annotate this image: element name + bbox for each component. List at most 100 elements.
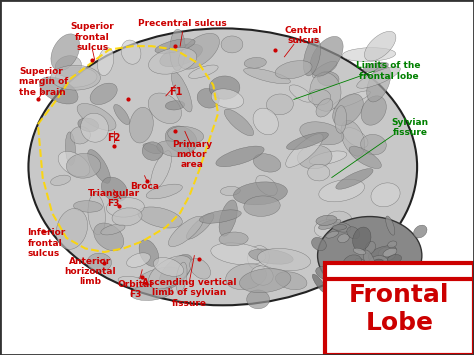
Ellipse shape xyxy=(142,142,163,160)
Ellipse shape xyxy=(51,34,80,71)
Ellipse shape xyxy=(138,207,182,228)
Ellipse shape xyxy=(333,222,351,232)
Ellipse shape xyxy=(51,65,100,90)
Text: Primary
motor
area: Primary motor area xyxy=(172,140,212,169)
Text: Limits of the
frontal lobe: Limits of the frontal lobe xyxy=(356,61,421,81)
Ellipse shape xyxy=(118,276,147,287)
Ellipse shape xyxy=(219,200,237,236)
Ellipse shape xyxy=(172,71,192,112)
Ellipse shape xyxy=(157,141,190,157)
Ellipse shape xyxy=(275,272,307,290)
Ellipse shape xyxy=(316,99,333,117)
Ellipse shape xyxy=(413,225,427,238)
Ellipse shape xyxy=(233,182,287,205)
Ellipse shape xyxy=(143,143,161,154)
Ellipse shape xyxy=(361,96,386,125)
Ellipse shape xyxy=(221,36,243,53)
Ellipse shape xyxy=(388,241,397,248)
Ellipse shape xyxy=(374,259,384,267)
Ellipse shape xyxy=(160,44,202,67)
Ellipse shape xyxy=(39,77,78,104)
Ellipse shape xyxy=(148,93,182,124)
Ellipse shape xyxy=(303,38,320,76)
Ellipse shape xyxy=(365,241,375,254)
Ellipse shape xyxy=(88,194,105,235)
Ellipse shape xyxy=(66,153,100,178)
Ellipse shape xyxy=(77,103,116,130)
Ellipse shape xyxy=(367,65,391,102)
Ellipse shape xyxy=(148,256,191,289)
Ellipse shape xyxy=(347,227,360,239)
Text: Triangular
F3: Triangular F3 xyxy=(88,189,140,208)
Ellipse shape xyxy=(387,255,401,263)
Ellipse shape xyxy=(88,149,110,183)
Ellipse shape xyxy=(316,215,337,225)
Ellipse shape xyxy=(209,76,240,99)
Ellipse shape xyxy=(353,227,371,251)
Ellipse shape xyxy=(168,216,203,247)
Ellipse shape xyxy=(101,177,128,202)
Ellipse shape xyxy=(224,109,254,136)
Ellipse shape xyxy=(28,28,417,305)
Text: Broca: Broca xyxy=(130,182,159,191)
Ellipse shape xyxy=(219,232,248,246)
Ellipse shape xyxy=(73,201,102,212)
Text: Sylvian
fissure: Sylvian fissure xyxy=(392,118,428,137)
Ellipse shape xyxy=(371,183,400,207)
Text: Orbital
F3: Orbital F3 xyxy=(118,280,153,299)
Ellipse shape xyxy=(179,33,219,69)
Ellipse shape xyxy=(148,48,197,74)
Ellipse shape xyxy=(56,208,88,250)
Ellipse shape xyxy=(364,250,376,273)
Ellipse shape xyxy=(253,154,281,172)
Ellipse shape xyxy=(211,89,244,109)
Ellipse shape xyxy=(314,220,340,237)
Text: Inferior
frontal
sulcus: Inferior frontal sulcus xyxy=(27,228,66,258)
Ellipse shape xyxy=(253,108,278,135)
Text: Superior
frontal
sulcus: Superior frontal sulcus xyxy=(71,22,114,52)
Ellipse shape xyxy=(226,263,266,290)
Ellipse shape xyxy=(378,247,396,261)
Ellipse shape xyxy=(343,255,362,271)
Ellipse shape xyxy=(65,132,75,165)
Ellipse shape xyxy=(139,240,159,266)
Ellipse shape xyxy=(189,65,218,78)
Ellipse shape xyxy=(383,248,397,257)
Ellipse shape xyxy=(248,246,269,269)
Ellipse shape xyxy=(342,48,396,61)
Ellipse shape xyxy=(316,266,340,281)
Ellipse shape xyxy=(361,135,386,155)
Ellipse shape xyxy=(343,128,368,148)
Ellipse shape xyxy=(286,134,323,167)
Ellipse shape xyxy=(371,276,382,297)
Ellipse shape xyxy=(129,107,153,143)
Ellipse shape xyxy=(239,268,291,293)
Ellipse shape xyxy=(298,145,332,169)
Ellipse shape xyxy=(332,224,346,230)
Ellipse shape xyxy=(300,122,344,145)
Ellipse shape xyxy=(311,237,326,251)
Ellipse shape xyxy=(246,290,270,309)
Ellipse shape xyxy=(344,268,369,276)
Ellipse shape xyxy=(106,198,144,217)
Ellipse shape xyxy=(58,151,90,177)
FancyBboxPatch shape xyxy=(325,263,474,355)
Ellipse shape xyxy=(165,126,197,153)
Ellipse shape xyxy=(216,146,264,167)
Ellipse shape xyxy=(155,39,195,53)
Ellipse shape xyxy=(186,213,214,239)
Ellipse shape xyxy=(90,83,117,105)
Ellipse shape xyxy=(356,258,371,270)
Ellipse shape xyxy=(308,89,331,105)
Ellipse shape xyxy=(326,231,338,238)
Ellipse shape xyxy=(151,151,172,189)
Ellipse shape xyxy=(275,61,312,79)
Ellipse shape xyxy=(251,266,273,285)
Ellipse shape xyxy=(310,36,343,76)
Ellipse shape xyxy=(244,58,266,68)
Text: Precentral sulcus: Precentral sulcus xyxy=(138,18,227,28)
Ellipse shape xyxy=(319,219,341,229)
Ellipse shape xyxy=(363,62,389,72)
Ellipse shape xyxy=(338,234,349,243)
Ellipse shape xyxy=(327,211,352,228)
